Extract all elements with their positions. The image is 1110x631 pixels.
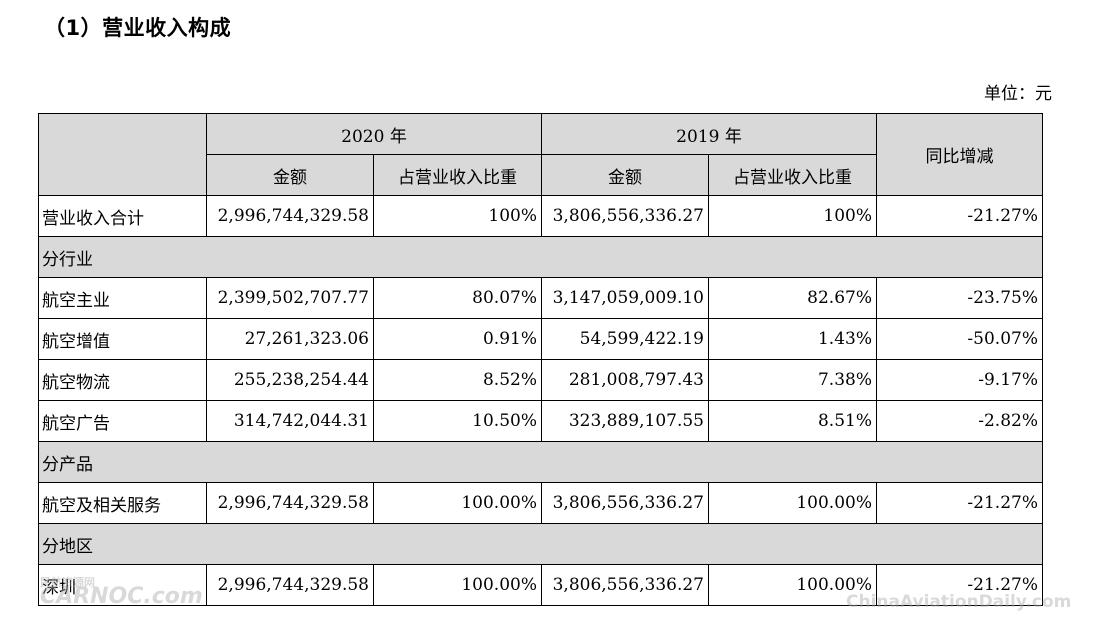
header-row-columns: 金额 占营业收入比重 金额 占营业收入比重 [39,154,1043,196]
ratio-2019: 100% [708,195,877,237]
yoy-change: -21.27% [876,482,1043,524]
row-label: 营业收入合计 [38,195,207,237]
header-ratio-2020: 占营业收入比重 [373,154,542,196]
table-row: 航空增值 27,261,323.06 0.91% 54,599,422.19 1… [38,318,1043,360]
table-row: 航空及相关服务 2,996,744,329.58 100.00% 3,806,5… [38,482,1043,524]
row-label: 航空广告 [38,400,207,442]
ratio-2019: 8.51% [708,400,877,442]
ratio-2020: 8.52% [373,359,542,401]
amount-2019: 3,806,556,336.27 [541,195,709,237]
header-ratio-2019: 占营业收入比重 [708,154,877,196]
section-label: 分行业 [38,236,1043,278]
yoy-change: -21.27% [876,564,1043,606]
amount-2020: 2,996,744,329.58 [206,482,374,524]
header-amount-2019: 金额 [541,154,709,196]
table-row: 航空物流 255,238,254.44 8.52% 281,008,797.43… [38,359,1043,401]
amount-2019: 3,806,556,336.27 [541,482,709,524]
amount-2020: 2,996,744,329.58 [206,564,374,606]
amount-2020: 2,996,744,329.58 [206,195,374,237]
row-label: 航空主业 [38,277,207,319]
header-year-2019: 2019 年 [541,113,877,155]
section-heading: （1）营业收入构成 [44,16,232,40]
unit-label: 单位：元 [984,84,1052,104]
header-amount-2020: 金额 [206,154,374,196]
table-row: 深圳 2,996,744,329.58 100.00% 3,806,556,33… [38,564,1043,606]
ratio-2019: 1.43% [708,318,877,360]
section-label: 分地区 [38,523,1043,565]
header-year-2020: 2020 年 [206,113,542,155]
ratio-2019: 7.38% [708,359,877,401]
revenue-table: 2020 年 2019 年 同比增减 金额 占营业收入比重 金额 占营业收入比重… [38,113,1043,606]
yoy-change: -21.27% [876,195,1043,237]
table-row: 航空主业 2,399,502,707.77 80.07% 3,147,059,0… [38,277,1043,319]
header-yoy: 同比增减 [876,113,1043,196]
total-row: 营业收入合计 2,996,744,329.58 100% 3,806,556,3… [38,195,1043,237]
ratio-2020: 100% [373,195,542,237]
amount-2020: 2,399,502,707.77 [206,277,374,319]
section-label: 分产品 [38,441,1043,483]
amount-2020: 314,742,044.31 [206,400,374,442]
ratio-2020: 100.00% [373,482,542,524]
ratio-2020: 100.00% [373,564,542,606]
amount-2019: 3,806,556,336.27 [541,564,709,606]
amount-2019: 281,008,797.43 [541,359,709,401]
amount-2020: 27,261,323.06 [206,318,374,360]
header-row-years: 2020 年 2019 年 同比增减 [38,113,1043,196]
table-row: 航空广告 314,742,044.31 10.50% 323,889,107.5… [38,400,1043,442]
amount-2019: 323,889,107.55 [541,400,709,442]
ratio-2020: 0.91% [373,318,542,360]
ratio-2020: 10.50% [373,400,542,442]
ratio-2019: 100.00% [708,564,877,606]
amount-2020: 255,238,254.44 [206,359,374,401]
section-row-product: 分产品 [38,441,1043,483]
row-label: 深圳 [38,564,207,606]
amount-2019: 3,147,059,009.10 [541,277,709,319]
yoy-change: -23.75% [876,277,1043,319]
amount-2019: 54,599,422.19 [541,318,709,360]
ratio-2019: 100.00% [708,482,877,524]
row-label: 航空及相关服务 [38,482,207,524]
yoy-change: -2.82% [876,400,1043,442]
ratio-2019: 82.67% [708,277,877,319]
header-blank-cell [38,113,207,196]
row-label: 航空物流 [38,359,207,401]
ratio-2020: 80.07% [373,277,542,319]
row-label: 航空增值 [38,318,207,360]
section-row-region: 分地区 [38,523,1043,565]
yoy-change: -9.17% [876,359,1043,401]
section-row-industry: 分行业 [38,236,1043,278]
yoy-change: -50.07% [876,318,1043,360]
